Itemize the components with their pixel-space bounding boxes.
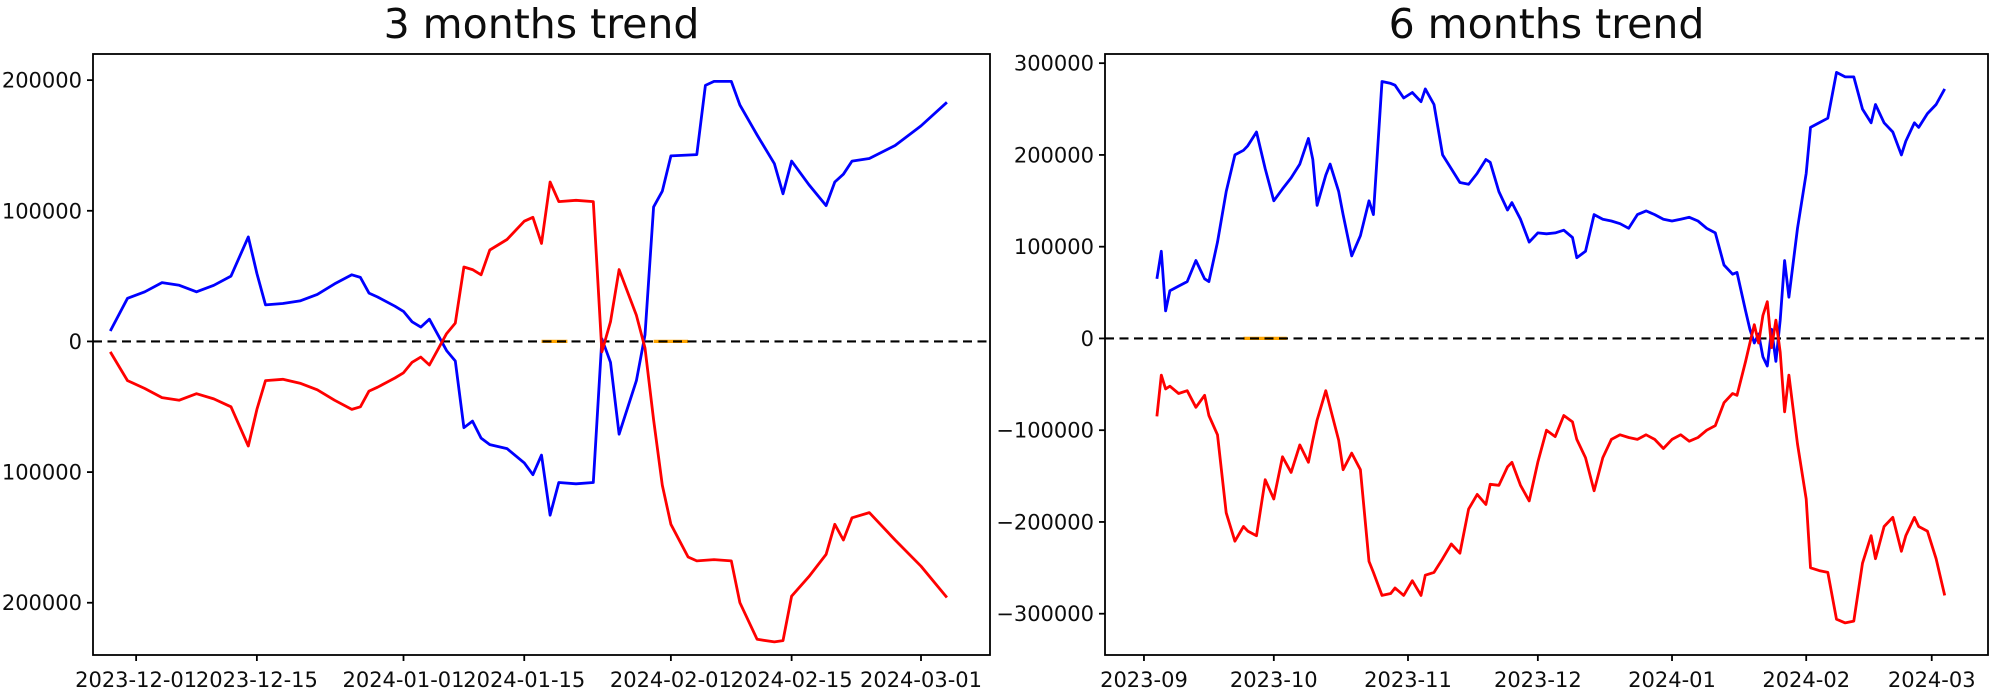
axes-spines [1104, 53, 1989, 656]
chart-title-6-months: 6 months trend [1388, 0, 1705, 48]
x-tick-label: 2023-11 [1364, 668, 1452, 692]
y-tick-label: −100000 [0, 461, 82, 485]
axes-spines [92, 53, 991, 656]
x-tick-label: 2024-02-01 [610, 668, 732, 692]
x-tick-label: 2024-01-15 [463, 668, 585, 692]
y-tick-label: 0 [1081, 327, 1094, 351]
negative-flow-line [1155, 300, 1947, 625]
x-tick-label: 2024-02 [1762, 668, 1850, 692]
positive-flow-line [109, 80, 948, 517]
y-tick-label: 100000 [2, 199, 82, 223]
x-tick-label: 2024-02-15 [731, 668, 853, 692]
x-tick-label: 2023-12-01 [75, 668, 197, 692]
y-tick-label: 300000 [1014, 52, 1094, 76]
y-tick-label: 100000 [1014, 235, 1094, 259]
x-tick-label: 2023-12-15 [196, 668, 318, 692]
x-tick-label: 2024-01-01 [342, 668, 464, 692]
x-tick-label: 2023-12 [1494, 668, 1582, 692]
y-tick-label: −100000 [996, 419, 1094, 443]
x-tick-label: 2024-03-01 [860, 668, 982, 692]
negative-flow-line [109, 180, 948, 644]
chart-title-3-months: 3 months trend [383, 0, 700, 48]
x-tick-label: 2024-03 [1888, 668, 1976, 692]
y-tick-label: −300000 [996, 602, 1094, 626]
y-tick-label: −200000 [996, 510, 1094, 534]
y-tick-label: −200000 [0, 591, 82, 615]
y-tick-label: 200000 [2, 69, 82, 93]
x-tick-label: 2023-09 [1100, 668, 1188, 692]
y-tick-label: 200000 [1014, 143, 1094, 167]
positive-flow-line [1155, 71, 1946, 368]
x-tick-label: 2023-10 [1230, 668, 1318, 692]
x-tick-label: 2024-01 [1628, 668, 1716, 692]
y-tick-label: 0 [69, 330, 82, 354]
